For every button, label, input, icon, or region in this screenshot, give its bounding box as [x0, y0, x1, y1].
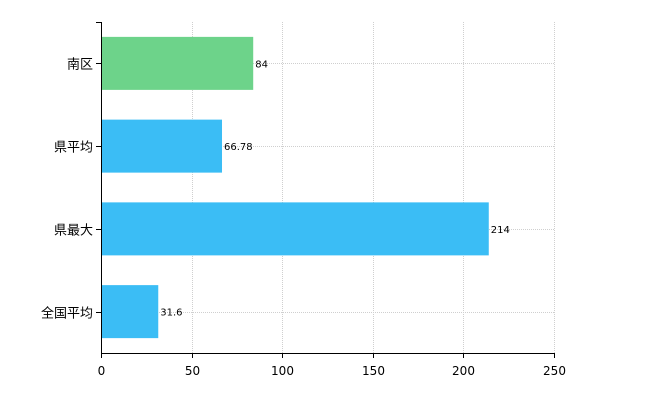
y-tick-label: 県平均 [54, 141, 93, 156]
data-label: 84 [255, 59, 268, 70]
x-tick-label: 100 [271, 364, 294, 378]
bar [102, 285, 159, 339]
bar [102, 119, 223, 173]
x-tick-label: 200 [452, 364, 475, 378]
data-label: 31.6 [160, 308, 182, 319]
axes [96, 22, 555, 358]
y-tick-label: 全国平均 [41, 306, 93, 322]
x-tick-label: 250 [543, 364, 566, 378]
data-label: 66.78 [224, 142, 253, 153]
bar [102, 36, 254, 90]
y-tick-label: 県最大 [54, 224, 93, 239]
x-tick-label: 50 [185, 364, 200, 378]
x-tick-label: 0 [98, 364, 106, 378]
x-tick-label: 150 [362, 364, 385, 378]
bar [102, 202, 489, 256]
data-label: 214 [491, 225, 510, 236]
bars [102, 36, 489, 339]
y-tick-label: 南区 [67, 57, 93, 73]
